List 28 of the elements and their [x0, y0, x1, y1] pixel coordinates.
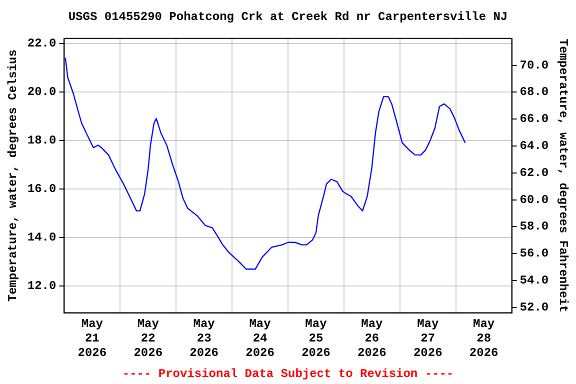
- y2-tick-label: 56.0: [520, 246, 549, 261]
- y2-tick-label: 52.0: [520, 300, 549, 314]
- x-tick-label: May 24 2026: [246, 317, 274, 360]
- y-tick-label: 20.0: [27, 84, 56, 99]
- x-tick-label: May 25 2026: [302, 317, 330, 360]
- y2-axis-title: Temperature, water, degrees Fahrenheit: [556, 38, 570, 312]
- y-tick-label: 14.0: [27, 230, 56, 245]
- y2-tick-label: 58.0: [520, 220, 549, 234]
- x-tick-label: May 28 2026: [469, 317, 498, 360]
- y2-tick-label: 64.0: [520, 139, 549, 154]
- y-axis-title: Temperature, water, degrees Celsius: [6, 50, 20, 302]
- text: ---- Provisional Data Subject to Revision ----: [122, 367, 454, 382]
- x-tick-label: May 23 2026: [190, 317, 218, 360]
- y-tick-label: 12.0: [27, 279, 56, 294]
- y-tick-label: 22.0: [27, 36, 56, 50]
- y2-tick-label: 70.0: [520, 58, 549, 72]
- y2-tick-label: 60.0: [520, 192, 549, 207]
- y2-tick-label: 62.0: [520, 166, 549, 180]
- y-tick-label: 16.0: [27, 182, 56, 196]
- y2-tick-label: 54.0: [520, 274, 549, 288]
- chart-title: USGS 01455290 Pohatcong Crk at Creek Rd nr Carpentersville NJ: [68, 10, 508, 24]
- y2-tick-label: 68.0: [520, 85, 549, 100]
- x-tick-label: May 27 2026: [413, 317, 442, 360]
- x-tick-label: May 26 2026: [358, 317, 386, 360]
- y2-tick-label: 66.0: [520, 112, 549, 126]
- x-tick-label: May 22 2026: [134, 317, 163, 360]
- y-tick-label: 18.0: [27, 133, 56, 148]
- x-tick-label: May 21 2026: [78, 317, 107, 360]
